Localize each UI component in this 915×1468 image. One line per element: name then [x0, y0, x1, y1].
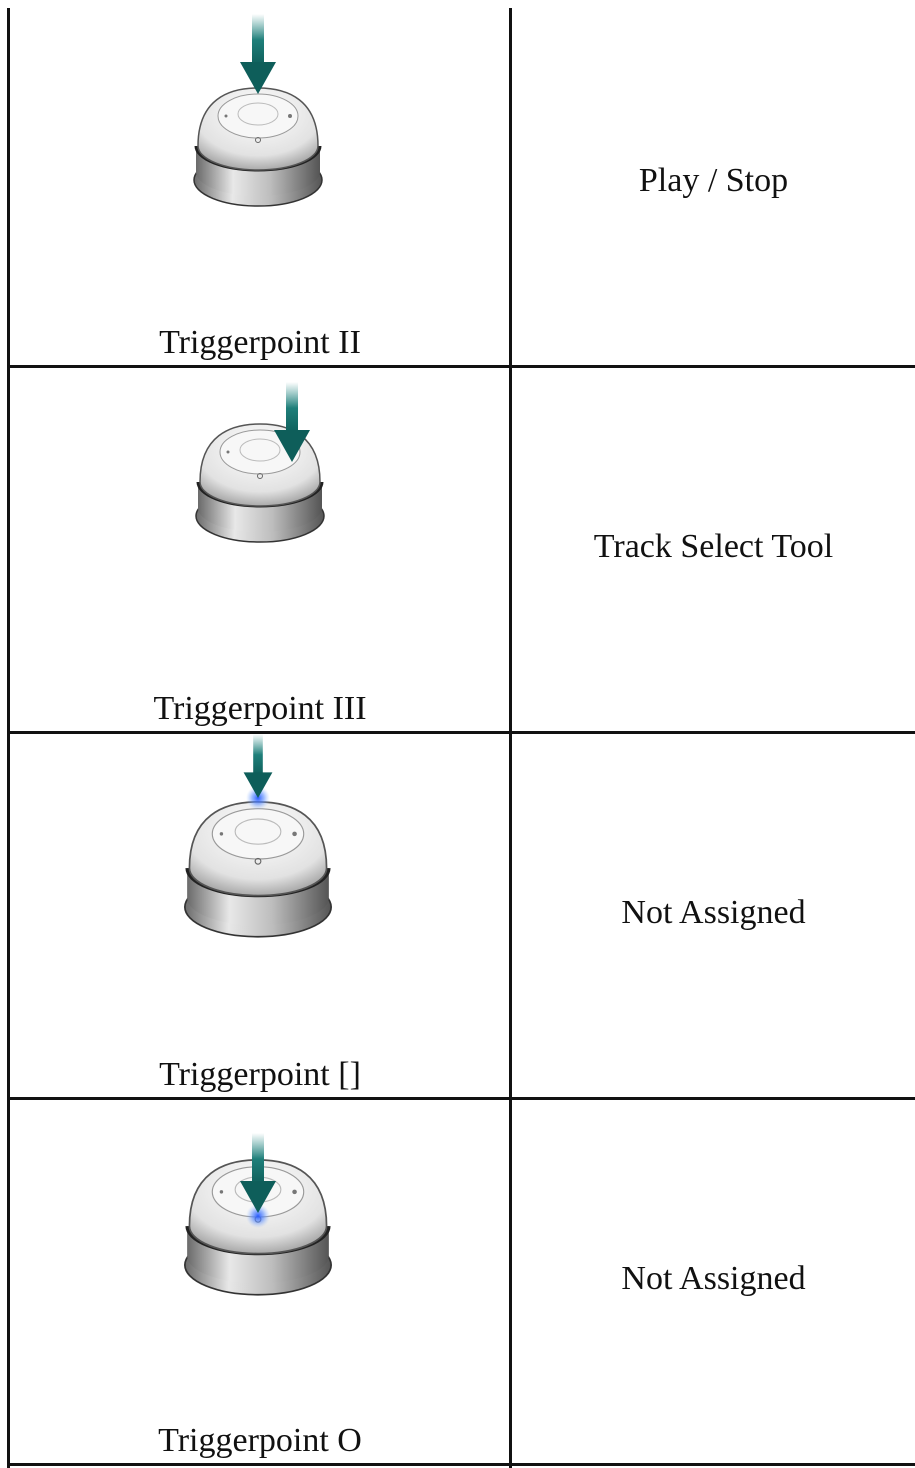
row-separator	[8, 1463, 915, 1466]
action: Not Assigned	[621, 894, 806, 931]
action: Track Select Tool	[593, 528, 834, 565]
action: Play / Stop	[638, 162, 789, 199]
left-border	[7, 8, 10, 1468]
row-separator	[8, 1097, 915, 1100]
control-name: Triggerpoint III	[153, 690, 367, 727]
knob-illustration	[182, 734, 334, 939]
table-row: Triggerpoint II Play / Stop	[0, 2, 915, 368]
control-name: Triggerpoint II	[159, 324, 361, 361]
row-separator	[8, 731, 915, 734]
row-separator	[8, 365, 915, 368]
control-name: Triggerpoint []	[159, 1056, 361, 1093]
knob-illustration	[194, 382, 326, 544]
table-row: Triggerpoint O Not Assigned	[0, 1100, 915, 1466]
knob-illustration	[192, 14, 324, 208]
action: Not Assigned	[621, 1260, 806, 1297]
knob-illustration	[182, 1133, 334, 1297]
control-name: Triggerpoint O	[158, 1422, 362, 1459]
table-row: Triggerpoint III Track Select Tool	[0, 368, 915, 734]
table-row: Triggerpoint [] Not Assigned	[0, 734, 915, 1100]
column-divider	[509, 8, 512, 1468]
